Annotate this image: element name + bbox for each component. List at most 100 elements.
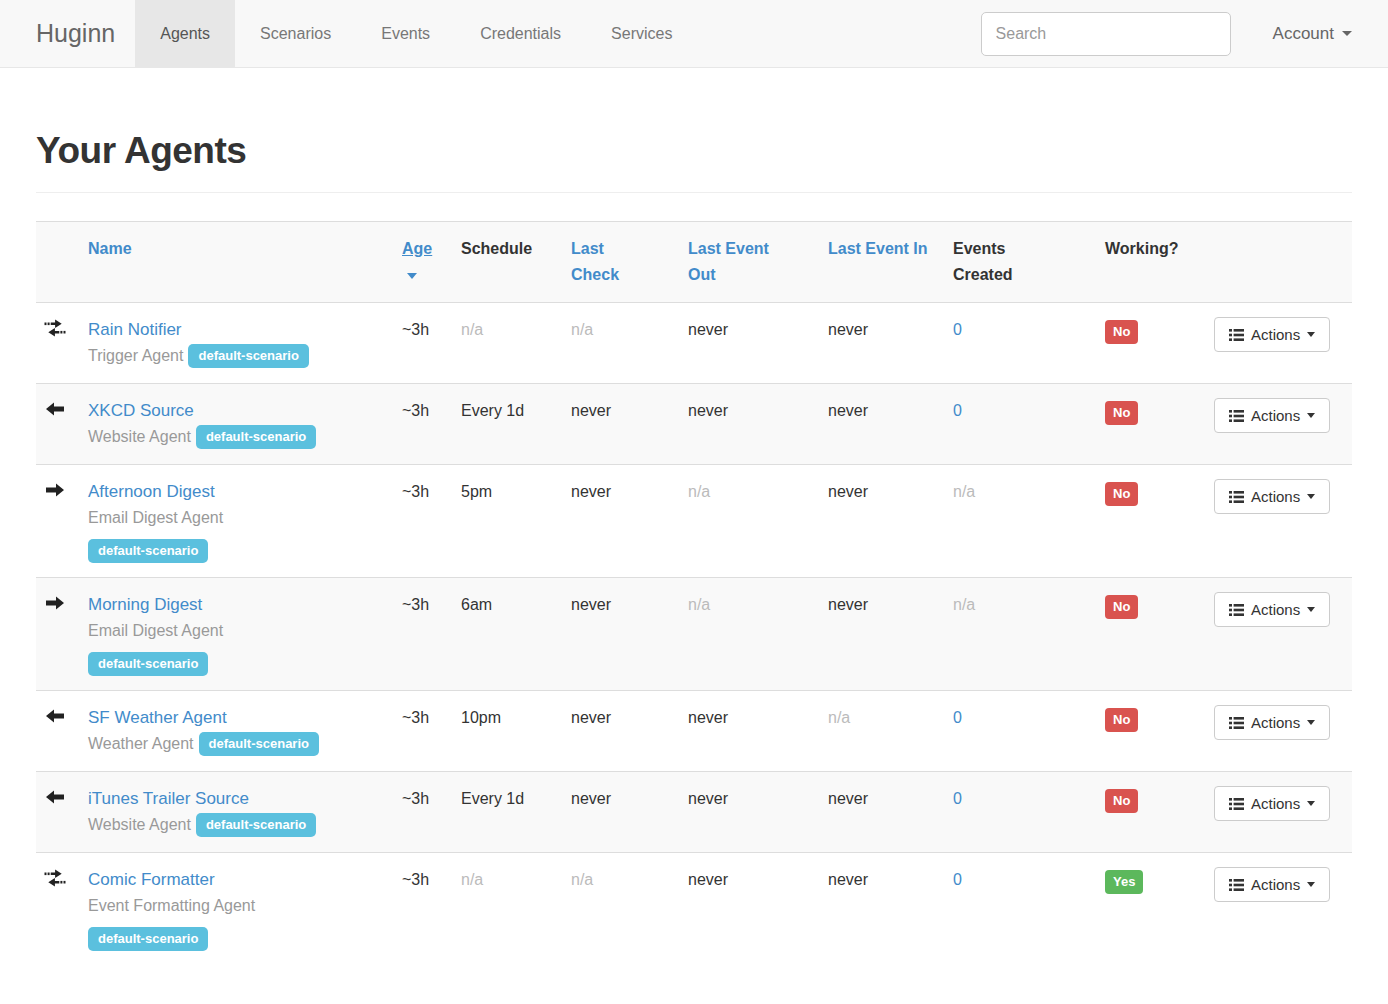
- agent-name-link[interactable]: Comic Formatter: [88, 870, 215, 889]
- last-check-cell: never: [563, 772, 680, 853]
- sort-caret-icon: [407, 273, 417, 279]
- header-name[interactable]: Name: [88, 236, 132, 262]
- agent-name-link[interactable]: XKCD Source: [88, 401, 194, 420]
- events-created-link[interactable]: n/a: [953, 483, 975, 500]
- agent-direction-cell: [36, 384, 80, 465]
- scenario-badge[interactable]: default-scenario: [196, 813, 316, 837]
- nav-item-credentials[interactable]: Credentials: [455, 0, 586, 67]
- arrow-right-icon: [44, 592, 66, 614]
- scenario-badge[interactable]: default-scenario: [188, 344, 308, 368]
- working-badge: Yes: [1105, 870, 1143, 894]
- age-cell: ~3h: [394, 772, 453, 853]
- account-label: Account: [1273, 24, 1334, 44]
- last-check-cell: never: [563, 384, 680, 465]
- last-check-cell: never: [563, 465, 680, 578]
- working-badge: No: [1105, 320, 1138, 344]
- arrow-left-icon: [44, 398, 66, 420]
- list-icon: [1229, 603, 1244, 617]
- last-event-in-cell: never: [820, 578, 945, 691]
- events-created-link[interactable]: 0: [953, 790, 962, 807]
- agent-type-label: Event Formatting Agent: [88, 897, 255, 914]
- agent-type-label: Email Digest Agent: [88, 509, 223, 526]
- schedule-cell: n/a: [453, 303, 563, 384]
- actions-button[interactable]: Actions: [1214, 398, 1330, 433]
- arrow-left-icon: [44, 705, 66, 727]
- agent-name-link[interactable]: SF Weather Agent: [88, 708, 227, 727]
- navbar: Huginn Agents Scenarios Events Credentia…: [0, 0, 1388, 68]
- age-cell: ~3h: [394, 578, 453, 691]
- actions-button[interactable]: Actions: [1214, 786, 1330, 821]
- chevron-down-icon: [1307, 720, 1315, 725]
- table-row: SF Weather Agent Weather Agentdefault-sc…: [36, 691, 1352, 772]
- working-badge: No: [1105, 482, 1138, 506]
- scenario-badge[interactable]: default-scenario: [199, 732, 319, 756]
- schedule-cell: Every 1d: [453, 772, 563, 853]
- list-icon: [1229, 716, 1244, 730]
- events-created-link[interactable]: 0: [953, 321, 962, 338]
- events-created-link[interactable]: 0: [953, 709, 962, 726]
- schedule-cell: 6am: [453, 578, 563, 691]
- nav-item-events[interactable]: Events: [356, 0, 455, 67]
- table-row: XKCD Source Website Agentdefault-scenari…: [36, 384, 1352, 465]
- table-row: Rain Notifier Trigger Agentdefault-scena…: [36, 303, 1352, 384]
- schedule-cell: Every 1d: [453, 384, 563, 465]
- agent-direction-cell: [36, 578, 80, 691]
- account-menu[interactable]: Account: [1273, 0, 1352, 67]
- events-created-link[interactable]: 0: [953, 871, 962, 888]
- header-last-event-in[interactable]: Last Event In: [828, 236, 928, 262]
- table-row: iTunes Trailer Source Website Agentdefau…: [36, 772, 1352, 853]
- arrow-right-icon: [44, 479, 66, 501]
- events-created-link[interactable]: n/a: [953, 596, 975, 613]
- nav-item-agents[interactable]: Agents: [135, 0, 235, 67]
- list-icon: [1229, 797, 1244, 811]
- last-event-out-cell: never: [680, 384, 820, 465]
- scenario-badge[interactable]: default-scenario: [196, 425, 316, 449]
- last-check-cell: n/a: [563, 303, 680, 384]
- agent-direction-cell: [36, 303, 80, 384]
- actions-button[interactable]: Actions: [1214, 867, 1330, 902]
- agent-name-link[interactable]: Afternoon Digest: [88, 482, 215, 501]
- scenario-badge[interactable]: default-scenario: [88, 927, 208, 951]
- scenario-badge[interactable]: default-scenario: [88, 652, 208, 676]
- last-event-out-cell: n/a: [680, 465, 820, 578]
- last-event-out-cell: never: [680, 853, 820, 966]
- agent-name-link[interactable]: Morning Digest: [88, 595, 202, 614]
- agent-type-label: Email Digest Agent: [88, 622, 223, 639]
- header-last-check[interactable]: Last Check: [571, 236, 641, 288]
- header-last-event-out[interactable]: Last Event Out: [688, 236, 788, 288]
- table-row: Afternoon Digest Email Digest Agent defau…: [36, 465, 1352, 578]
- table-row: Comic Formatter Event Formatting Agent de…: [36, 853, 1352, 966]
- agents-table: Name Age Schedule Last Check Last Event …: [36, 221, 1352, 965]
- working-badge: No: [1105, 401, 1138, 425]
- arrow-both-icon: [44, 317, 66, 339]
- agent-name-link[interactable]: Rain Notifier: [88, 320, 182, 339]
- agent-name-link[interactable]: iTunes Trailer Source: [88, 789, 249, 808]
- last-event-in-cell: never: [820, 384, 945, 465]
- last-event-out-cell: never: [680, 303, 820, 384]
- brand-logo[interactable]: Huginn: [36, 0, 135, 67]
- search-input[interactable]: [981, 12, 1231, 56]
- agent-direction-cell: [36, 853, 80, 966]
- nav-item-scenarios[interactable]: Scenarios: [235, 0, 356, 67]
- agent-direction-cell: [36, 772, 80, 853]
- header-age[interactable]: Age: [402, 236, 432, 262]
- actions-button[interactable]: Actions: [1214, 592, 1330, 627]
- last-check-cell: never: [563, 691, 680, 772]
- agent-direction-cell: [36, 691, 80, 772]
- nav-item-services[interactable]: Services: [586, 0, 697, 67]
- events-created-link[interactable]: 0: [953, 402, 962, 419]
- working-badge: No: [1105, 595, 1138, 619]
- arrow-both-icon: [44, 867, 66, 889]
- actions-button[interactable]: Actions: [1214, 317, 1330, 352]
- actions-button[interactable]: Actions: [1214, 479, 1330, 514]
- scenario-badge[interactable]: default-scenario: [88, 539, 208, 563]
- age-cell: ~3h: [394, 465, 453, 578]
- table-row: Morning Digest Email Digest Agent default…: [36, 578, 1352, 691]
- list-icon: [1229, 409, 1244, 423]
- header-schedule: Schedule: [461, 236, 532, 262]
- last-check-cell: n/a: [563, 853, 680, 966]
- actions-button[interactable]: Actions: [1214, 705, 1330, 740]
- page-title: Your Agents: [36, 130, 1352, 172]
- chevron-down-icon: [1307, 801, 1315, 806]
- list-icon: [1229, 328, 1244, 342]
